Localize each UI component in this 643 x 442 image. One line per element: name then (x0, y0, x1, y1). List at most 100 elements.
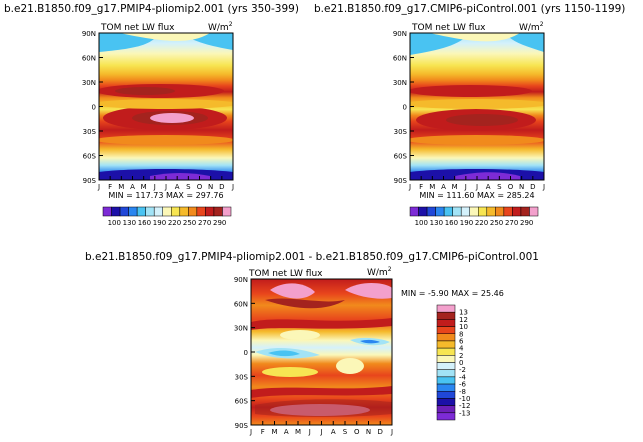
units-label: W/m2 (519, 21, 544, 33)
x-tick-label: J (475, 183, 478, 191)
colorbar-swatch (486, 206, 496, 217)
colorbar-swatch (436, 376, 456, 385)
y-tick-label: 30N (82, 79, 96, 87)
colorbar-label: 10 (459, 323, 468, 331)
y-tick-label: 30N (234, 325, 248, 333)
x-tick-label: J (319, 428, 322, 436)
colorbar-swatch (171, 206, 181, 217)
x-tick-label: S (343, 428, 348, 436)
x-tick-label: F (419, 183, 423, 191)
colorbar-swatch (119, 206, 129, 217)
colorbar-swatch (436, 362, 456, 370)
colorbar-swatch (503, 206, 513, 217)
x-tick-label: D (530, 183, 535, 191)
panel-title: b.e21.B1850.f09_g17.PMIP4-pliomip2.001 -… (85, 251, 539, 263)
colorbar-label: 4 (459, 345, 464, 353)
colorbar-swatch (196, 206, 206, 217)
y-tick-label: 60N (393, 55, 407, 63)
colorbar-swatch (436, 319, 456, 327)
x-tick-label: N (366, 428, 371, 436)
y-tick-label: 90N (234, 276, 248, 284)
x-tick-label: O (508, 183, 514, 191)
colorbar-swatch (436, 347, 456, 356)
colorbar-label: 160 (138, 219, 151, 227)
y-tick-label: 90S (235, 422, 249, 430)
x-tick-label: S (186, 183, 191, 191)
panel-title: b.e21.B1850.f09_g17.CMIP6-piControl.001 … (314, 3, 625, 15)
panel-title: b.e21.B1850.f09_g17.PMIP4-pliomip2.001 (… (4, 3, 299, 15)
y-tick-label: 30S (235, 373, 249, 381)
colorbar-swatch (436, 326, 456, 334)
x-tick-label: J (408, 183, 411, 191)
x-tick-label: M (295, 428, 301, 436)
y-tick-label: 30N (393, 79, 407, 87)
colorbar-label: 290 (213, 219, 226, 227)
colorbar-swatch (452, 206, 462, 217)
colorbar-swatch (102, 206, 112, 217)
colorbar-label: 220 (168, 219, 181, 227)
contour-field (99, 33, 233, 180)
colorbar-swatch (205, 206, 215, 217)
y-tick-label: 90S (394, 177, 408, 185)
y-tick-label: 90N (393, 30, 407, 38)
x-tick-label: F (261, 428, 265, 436)
colorbar-swatch (436, 383, 456, 392)
colorbar-swatch (426, 206, 436, 217)
x-tick-label: J (231, 183, 234, 191)
x-tick-label: D (219, 183, 224, 191)
colorbar-label: 160 (445, 219, 458, 227)
colorbar-label: 0 (459, 359, 463, 367)
colorbar-swatch (529, 206, 539, 217)
colorbar-swatch (436, 405, 456, 414)
x-tick-label: A (441, 183, 446, 191)
colorbar-swatch (436, 369, 456, 378)
colorbar-swatch (520, 206, 530, 217)
colorbar-label: 8 (459, 330, 463, 338)
min-max-label: MIN = 117.73 MAX = 297.76 (108, 191, 223, 200)
contour-field (410, 33, 544, 180)
y-tick-label: 60S (394, 153, 408, 161)
colorbar-swatch (136, 206, 146, 217)
x-tick-label: A (331, 428, 336, 436)
colorbar-label: 250 (183, 219, 196, 227)
x-tick-label: J (97, 183, 100, 191)
variable-label: TOM net LW flux (411, 23, 486, 33)
colorbar-swatch (128, 206, 138, 217)
colorbar-label: -4 (459, 373, 467, 381)
colorbar-label: -10 (459, 395, 470, 403)
colorbar-swatch (222, 206, 232, 217)
colorbar-swatch (512, 206, 522, 217)
colorbar-label: -8 (459, 388, 466, 396)
colorbar-label: -6 (459, 381, 467, 389)
colorbar-label: 290 (520, 219, 533, 227)
x-tick-label: N (519, 183, 524, 191)
colorbar-swatch (145, 206, 155, 217)
panel-difference: b.e21.B1850.f09_g17.PMIP4-pliomip2.001 -… (85, 251, 539, 436)
colorbar-label: 100 (108, 219, 121, 227)
x-tick-label: N (208, 183, 213, 191)
x-tick-label: J (249, 428, 252, 436)
y-tick-label: 0 (92, 104, 96, 112)
colorbar-label: 6 (459, 337, 464, 345)
colorbar-label: 270 (198, 219, 211, 227)
y-tick-label: 90S (83, 177, 97, 185)
contour-field (251, 279, 392, 425)
y-tick-label: 60S (235, 398, 249, 406)
colorbar-swatch (443, 206, 453, 217)
variable-label: TOM net LW flux (248, 269, 323, 279)
x-tick-label: S (497, 183, 502, 191)
colorbar-label: -13 (459, 409, 470, 417)
x-tick-label: J (308, 428, 311, 436)
x-tick-label: M (429, 183, 435, 191)
x-tick-label: M (452, 183, 458, 191)
colorbar-swatch (436, 391, 456, 399)
colorbar-swatch (478, 206, 488, 217)
colorbar-label: 13 (459, 309, 468, 317)
x-tick-label: J (390, 428, 393, 436)
x-tick-label: F (108, 183, 112, 191)
panel-top-left: b.e21.B1850.f09_g17.PMIP4-pliomip2.001 (… (4, 3, 299, 227)
colorbar-swatch (213, 206, 223, 217)
colorbar-label: -12 (459, 402, 470, 410)
panel-top-right: b.e21.B1850.f09_g17.CMIP6-piControl.001 … (314, 3, 625, 227)
